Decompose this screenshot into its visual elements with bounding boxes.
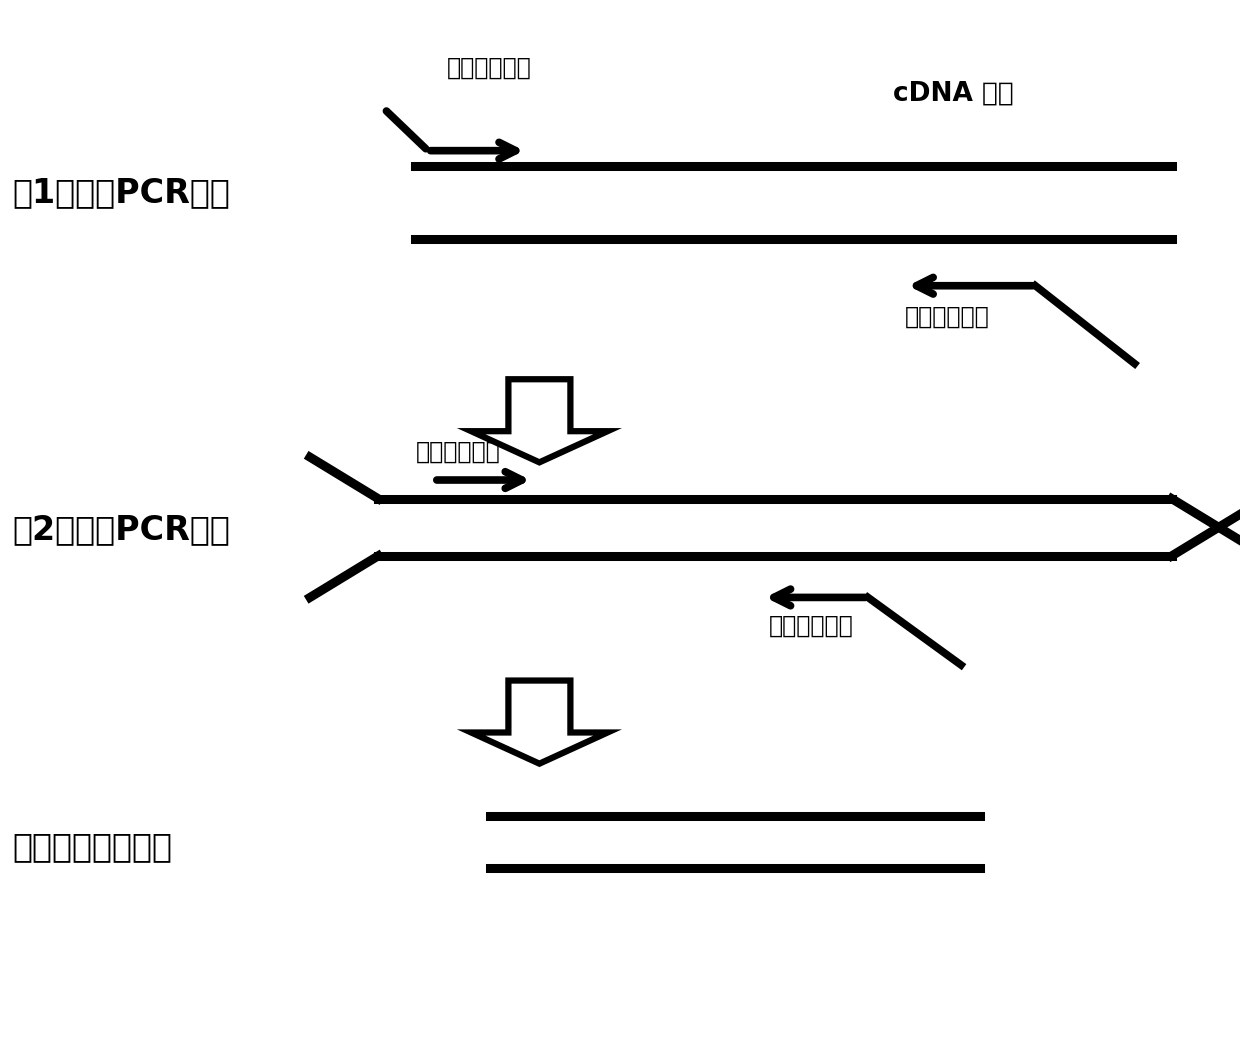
Text: 第2轮巢式PCR反应: 第2轮巢式PCR反应 [12,513,231,547]
Polygon shape [471,681,608,764]
Text: 反向内侧引物: 反向内侧引物 [769,613,853,638]
Text: 反向外侧引物: 反向外侧引物 [905,304,990,329]
Text: 正向内侧引物: 正向内侧引物 [415,439,500,464]
Text: 融合基因目的片段: 融合基因目的片段 [12,830,172,863]
Text: cDNA 模板: cDNA 模板 [893,80,1013,107]
Text: 正向外侧引物: 正向外侧引物 [446,55,531,80]
Text: 第1轮巢式PCR反应: 第1轮巢式PCR反应 [12,176,231,209]
Polygon shape [471,379,608,462]
